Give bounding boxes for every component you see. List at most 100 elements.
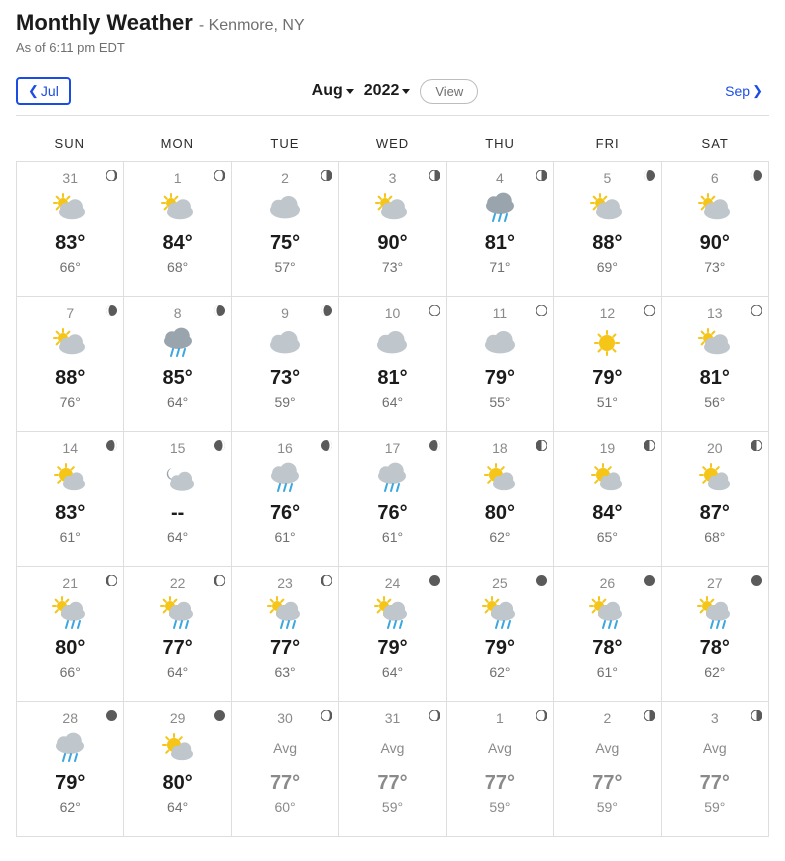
year-dropdown[interactable]: 2022 [364,82,411,100]
day-cell[interactable]: 2087°68° [662,432,769,567]
moon-phase-icon [751,303,762,314]
month-dropdown[interactable]: Aug [312,82,354,100]
day-cell[interactable]: 1279°51° [554,297,661,432]
day-cell[interactable]: 885°64° [124,297,231,432]
low-temp: 59° [339,799,445,815]
day-cell[interactable]: 3183°66° [17,162,124,297]
day-cell[interactable]: 2678°61° [554,567,661,702]
day-cell[interactable]: 481°71° [447,162,554,297]
dow-label: FRI [554,130,662,161]
high-temp: 83° [17,502,123,525]
low-temp: 59° [232,394,338,410]
high-temp: 77° [554,772,660,795]
day-cell[interactable]: 2277°64° [124,567,231,702]
next-month-button[interactable]: Sep ❯ [719,79,769,103]
day-cell[interactable]: 275°57° [232,162,339,297]
month-nav: ❮ Jul Aug 2022 View Sep ❯ [16,77,769,116]
low-temp: 62° [662,664,768,680]
day-cell[interactable]: 2778°62° [662,567,769,702]
day-cell[interactable]: 1483°61° [17,432,124,567]
weather-icon [124,460,230,496]
weather-icon [124,730,230,766]
high-temp: 77° [124,637,230,660]
low-temp: 64° [339,394,445,410]
weather-icon [17,190,123,226]
day-cell[interactable]: 2180°66° [17,567,124,702]
low-temp: 59° [447,799,553,815]
high-temp: 78° [554,637,660,660]
moon-phase-icon [644,168,655,179]
day-cell[interactable]: 1880°62° [447,432,554,567]
day-cell[interactable]: 31Avg77°59° [339,702,446,837]
high-temp: 90° [662,232,768,255]
day-cell[interactable]: 1179°55° [447,297,554,432]
weather-icon [447,595,553,631]
weather-icon [447,190,553,226]
moon-phase-icon [106,573,117,584]
weather-icon [662,325,768,361]
day-cell[interactable]: 1Avg77°59° [447,702,554,837]
high-temp: 84° [124,232,230,255]
high-temp: 80° [124,772,230,795]
day-cell[interactable]: 2Avg77°59° [554,702,661,837]
low-temp: 61° [17,529,123,545]
moon-phase-icon [751,708,762,719]
high-temp: 85° [124,367,230,390]
moon-phase-icon [644,708,655,719]
moon-phase-icon [536,303,547,314]
day-cell[interactable]: 1381°56° [662,297,769,432]
moon-phase-icon [644,303,655,314]
weather-icon [662,190,768,226]
low-temp: 64° [124,799,230,815]
day-cell[interactable]: 30Avg77°60° [232,702,339,837]
moon-phase-icon [429,708,440,719]
low-temp: 51° [554,394,660,410]
day-cell[interactable]: 788°76° [17,297,124,432]
day-cell[interactable]: 690°73° [662,162,769,297]
location: - Kenmore, NY [199,17,305,35]
weather-icon [554,190,660,226]
low-temp: 64° [124,394,230,410]
weather-icon [662,460,768,496]
moon-phase-icon [214,573,225,584]
day-cell[interactable]: 184°68° [124,162,231,297]
day-cell[interactable]: 2579°62° [447,567,554,702]
day-cell[interactable]: 2980°64° [124,702,231,837]
high-temp: 80° [447,502,553,525]
avg-label: Avg [339,730,445,766]
day-cell[interactable]: 2479°64° [339,567,446,702]
day-cell[interactable]: 588°69° [554,162,661,297]
day-cell[interactable]: 973°59° [232,297,339,432]
day-cell[interactable]: 1984°65° [554,432,661,567]
moon-phase-icon [214,438,225,449]
low-temp: 68° [662,529,768,545]
high-temp: 76° [339,502,445,525]
moon-phase-icon [536,168,547,179]
high-temp: 81° [339,367,445,390]
day-cell[interactable]: 1081°64° [339,297,446,432]
moon-phase-icon [429,573,440,584]
view-button[interactable]: View [420,79,478,104]
prev-month-button[interactable]: ❮ Jul [16,77,71,105]
low-temp: 73° [662,259,768,275]
high-temp: 88° [554,232,660,255]
day-cell[interactable]: 390°73° [339,162,446,297]
day-cell[interactable]: 2879°62° [17,702,124,837]
day-cell[interactable]: 2377°63° [232,567,339,702]
high-temp: 88° [17,367,123,390]
low-temp: 55° [447,394,553,410]
low-temp: 69° [554,259,660,275]
high-temp: 76° [232,502,338,525]
high-temp: -- [124,502,230,525]
moon-phase-icon [321,708,332,719]
moon-phase-icon [536,708,547,719]
day-cell[interactable]: 1676°61° [232,432,339,567]
high-temp: 77° [662,772,768,795]
day-cell[interactable]: 3Avg77°59° [662,702,769,837]
moon-phase-icon [106,303,117,314]
dow-label: WED [339,130,447,161]
low-temp: 62° [447,529,553,545]
day-cell[interactable]: 1776°61° [339,432,446,567]
high-temp: 80° [17,637,123,660]
day-cell[interactable]: 15--64° [124,432,231,567]
